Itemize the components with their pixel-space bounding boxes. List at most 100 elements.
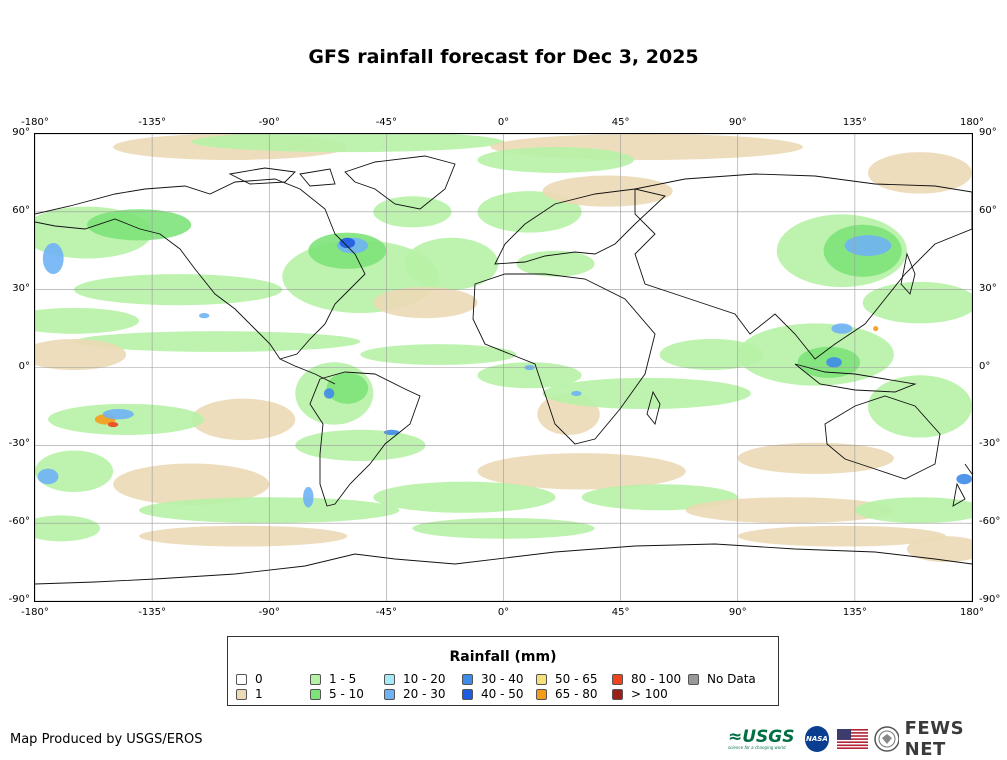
rain-band-1 <box>737 525 946 547</box>
legend-item-5-10: 5 - 10 <box>310 687 364 701</box>
rain-band-1-5 <box>516 250 595 277</box>
rain-band-1-5 <box>35 307 140 334</box>
legend-item-20-30: 20 - 30 <box>384 687 446 701</box>
legend-label: 20 - 30 <box>403 687 446 701</box>
map-credit: Map Produced by USGS/EROS <box>10 732 203 747</box>
rain-band-1-5 <box>867 375 972 438</box>
coast-asia <box>634 173 972 360</box>
legend-item-50-65: 50 - 65 <box>536 672 598 686</box>
coast-japan <box>900 252 916 295</box>
rain-spot-20-30 <box>831 323 853 334</box>
lon-tick-label-top: 45° <box>611 117 630 128</box>
lon-tick-label-top: 0° <box>497 117 510 128</box>
rain-band-1 <box>906 536 972 563</box>
rain-spot-40-50 <box>339 237 356 249</box>
lon-tick-label-bottom: -180° <box>21 607 49 618</box>
legend-swatch <box>310 688 321 700</box>
rain-band-1-5 <box>854 497 972 524</box>
legend-item-65-80: 65 - 80 <box>536 687 598 701</box>
lon-tick-label-top: 90° <box>728 117 747 128</box>
lon-tick-label-bottom: 0° <box>497 607 510 618</box>
coast-central-america <box>279 358 336 385</box>
lat-tick-label-left: 0° <box>18 360 30 372</box>
graticule <box>35 134 972 601</box>
rain-spot-65-80 <box>873 325 879 332</box>
rain-band-1 <box>867 152 972 194</box>
lat-tick-label-right: -60° <box>979 516 1001 528</box>
legend-swatch <box>536 673 547 685</box>
legend-label: 10 - 20 <box>403 672 446 686</box>
rainfall-layer <box>35 134 972 563</box>
coast-arctic-islands <box>228 167 336 187</box>
usgs-logo-text: ≈USGS <box>728 726 795 747</box>
lon-tick-label-top: 180° <box>959 117 985 128</box>
rain-spot-30-40 <box>826 357 842 368</box>
coast-europe <box>494 188 666 265</box>
rain-band-1-5 <box>477 146 634 173</box>
lon-tick-label-bottom: 90° <box>728 607 747 618</box>
rainfall-map <box>34 133 973 602</box>
legend-label: 40 - 50 <box>481 687 524 701</box>
legend-item-40-50: 40 - 50 <box>462 687 524 701</box>
lat-tick-label-right: -30° <box>979 438 1001 450</box>
legend-label: 0 <box>255 672 263 686</box>
rain-spot-20-30 <box>844 235 892 256</box>
legend-swatch <box>688 673 699 685</box>
legend-item-gt100: > 100 <box>612 687 668 701</box>
lon-tick-label-bottom: 135° <box>842 607 867 618</box>
legend-label: 1 - 5 <box>329 672 357 686</box>
legend-item-1: 1 <box>236 687 263 701</box>
nasa-logo-text: NASA <box>806 735 828 743</box>
legend-swatch <box>462 673 473 685</box>
legend-item-80-100: 80 - 100 <box>612 672 681 686</box>
lat-tick-label-right: 30° <box>979 282 997 294</box>
rain-spot-30-40 <box>383 429 400 435</box>
rain-spot-20-30 <box>571 390 582 397</box>
rain-band-5-10 <box>326 372 369 404</box>
rain-band-1-5 <box>373 481 556 513</box>
legend-swatch <box>236 673 247 685</box>
legend-label: 65 - 80 <box>555 687 598 701</box>
rain-band-1 <box>373 287 478 319</box>
lat-tick-label-right: 90° <box>979 127 997 138</box>
legend-label: 50 - 65 <box>555 672 598 686</box>
rain-spot-20-30 <box>42 242 64 275</box>
state-department-seal-icon <box>874 726 899 752</box>
lon-tick-label-bottom: -135° <box>138 607 166 618</box>
legend-item-1-5: 1 - 5 <box>310 672 356 686</box>
rain-band-1-5 <box>862 281 972 324</box>
legend-swatch <box>384 688 395 700</box>
rain-band-1-5 <box>74 331 361 352</box>
rain-band-1-5 <box>48 403 205 435</box>
rain-band-1-5 <box>542 377 751 410</box>
lon-tick-label-top: 135° <box>842 117 867 128</box>
rain-spot-20-30 <box>102 409 134 420</box>
legend-item-0: 0 <box>236 672 263 686</box>
lon-tick-label-top: -45° <box>375 117 398 128</box>
legend-swatch <box>612 673 623 685</box>
rain-band-5-10 <box>87 209 192 241</box>
map-title: GFS rainfall forecast for Dec 3, 2025 <box>308 46 699 68</box>
legend-swatch <box>612 688 623 700</box>
us-flag-icon <box>837 729 868 749</box>
lat-tick-label-right: -90° <box>979 594 1001 605</box>
coast-antarctica <box>35 543 972 585</box>
legend-swatch <box>462 688 473 700</box>
rain-spot-30-40 <box>323 388 335 399</box>
coast-north-america <box>35 178 366 360</box>
usgs-logo: ≈USGS science for a changing world <box>728 726 795 750</box>
rain-spot-30-40 <box>956 473 972 485</box>
legend-label: 5 - 10 <box>329 687 364 701</box>
rain-spot-20-30 <box>303 486 314 508</box>
lon-tick-label-top: -135° <box>138 117 166 128</box>
lat-tick-label-left: 30° <box>12 282 30 294</box>
nasa-logo: NASA <box>804 726 830 752</box>
legend-label: No Data <box>707 672 756 686</box>
legend-item-nodata: No Data <box>688 672 756 686</box>
lon-tick-label-bottom: -90° <box>258 607 280 618</box>
rain-spot-80-100 <box>107 421 119 428</box>
legend-label: 1 <box>255 687 263 701</box>
lon-tick-label-top: -180° <box>21 117 49 128</box>
fews-net-logo: FEWS NET <box>904 718 965 760</box>
